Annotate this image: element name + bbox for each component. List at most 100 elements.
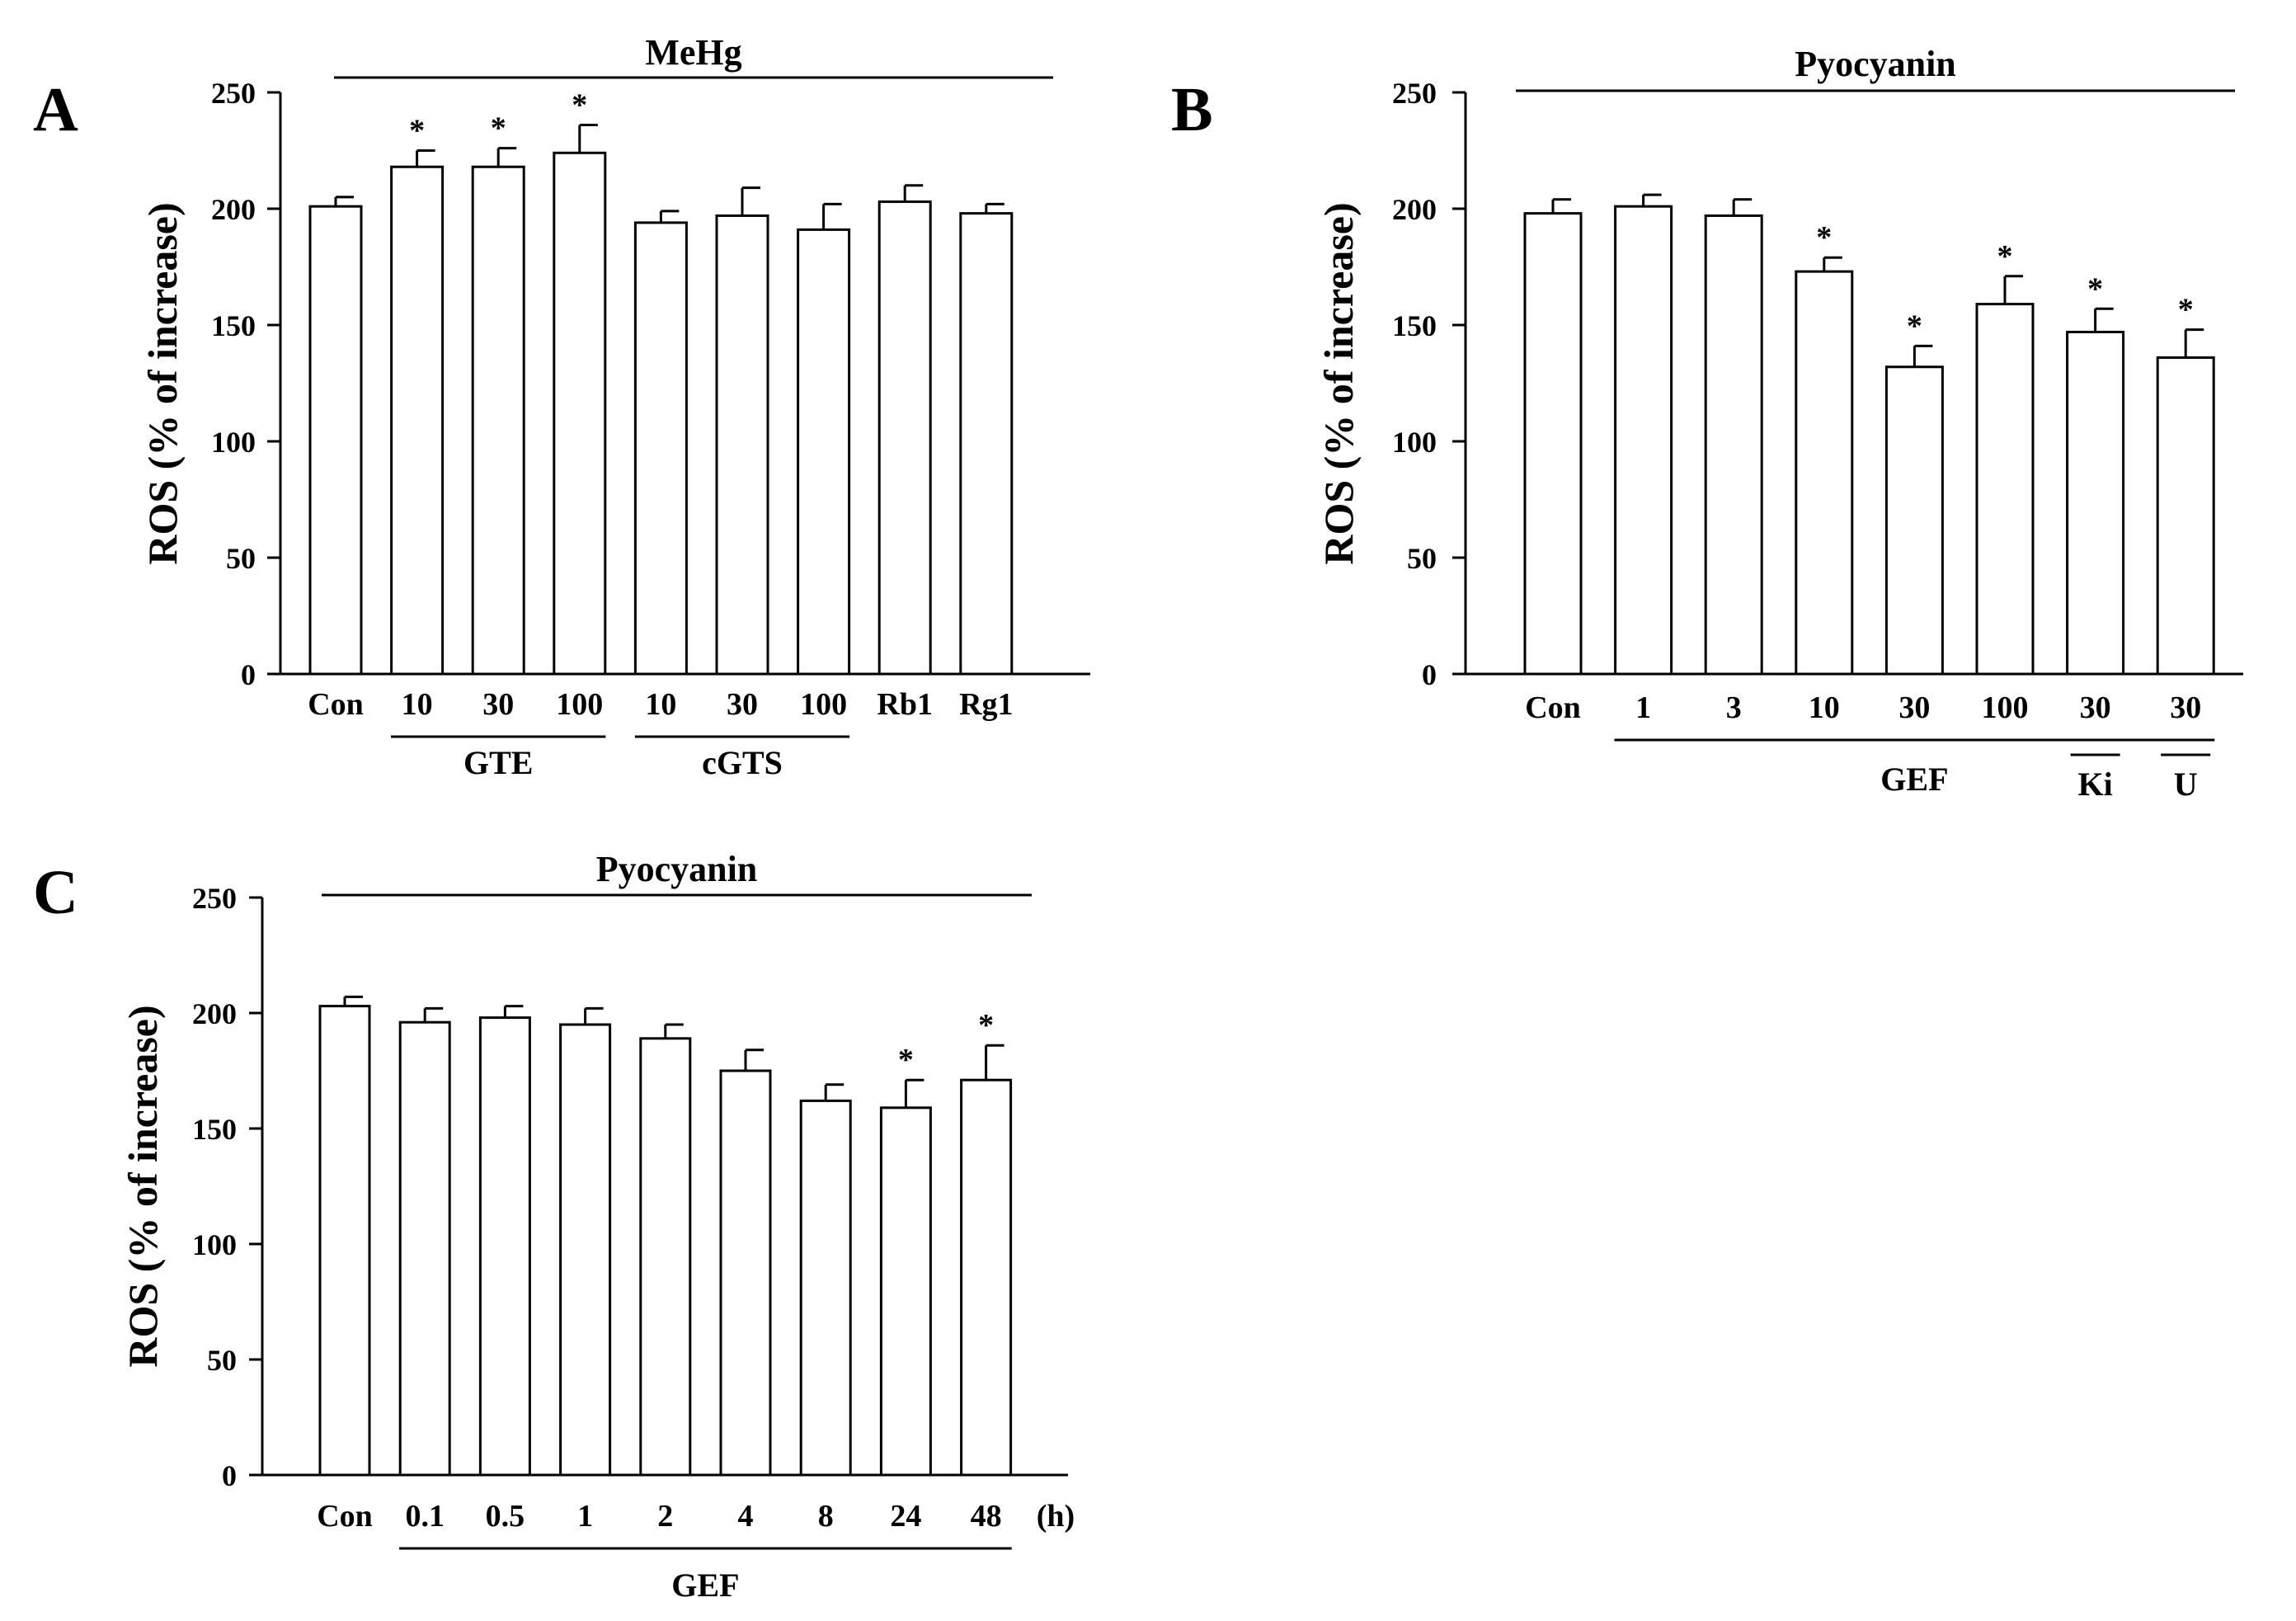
y-axis-label: ROS (% of increase) [120, 1005, 166, 1367]
y-tick-label: 250 [192, 882, 237, 915]
x-tick-label: 2 [657, 1499, 673, 1534]
x-tick-label: 30 [2080, 690, 2111, 725]
y-tick-label: 100 [211, 426, 256, 459]
x-tick-label: 48 [971, 1499, 1002, 1534]
x-tick-label: 24 [890, 1499, 921, 1534]
x-tick-label: 1 [1635, 690, 1651, 725]
y-tick-label: 50 [1407, 542, 1437, 575]
y-tick-label: 0 [1422, 658, 1437, 691]
bar [398, 1020, 451, 1477]
panel-letter-c: C [33, 858, 78, 927]
y-tick-label: 200 [1392, 193, 1437, 226]
chart-title: Pyocyanin [596, 849, 758, 889]
bar [877, 200, 932, 676]
y-tick-label: 50 [226, 542, 256, 575]
y-tick-label: 200 [211, 193, 256, 226]
group-label: GEF [1880, 761, 1948, 798]
significance-star: * [1997, 239, 2013, 274]
bar [1523, 212, 1583, 676]
significance-star: * [2087, 271, 2103, 306]
x-tick-label: 10 [402, 687, 433, 722]
bar [1614, 205, 1673, 676]
x-tick-label: Con [308, 687, 364, 722]
y-tick-label: 150 [211, 309, 256, 342]
y-tick-label: 200 [192, 997, 237, 1030]
chart-title: MeHg [645, 32, 741, 73]
bar [559, 1023, 612, 1477]
bar [318, 1005, 371, 1477]
x-tick-label: 8 [818, 1499, 834, 1534]
bar [797, 228, 851, 676]
bar [478, 1016, 531, 1477]
y-axis-label: ROS (% of increase) [139, 202, 186, 564]
subgroup-label: U [2174, 766, 2198, 803]
x-tick-label: Con [1525, 690, 1581, 725]
x-tick-label: 30 [2170, 690, 2201, 725]
x-tick-label: Rg1 [959, 687, 1013, 722]
y-tick-label: 150 [192, 1113, 237, 1146]
significance-star: * [978, 1008, 994, 1043]
significance-star: * [491, 111, 506, 146]
group-label: GTE [463, 744, 533, 781]
bar [715, 214, 769, 676]
bar [1975, 303, 2035, 676]
chart-panel-C: Pyocyanin 0 50 100 150 200 250 ROS (% of increa… [120, 849, 1075, 1604]
x-tick-label: 1 [577, 1499, 593, 1534]
bar [639, 1037, 692, 1477]
y-tick-label: 0 [241, 658, 256, 691]
x-tick-label: 10 [1809, 690, 1840, 725]
y-tick-label: 150 [1392, 309, 1437, 342]
y-tick-label: 0 [222, 1459, 237, 1492]
bar [1795, 270, 1854, 676]
chart-title: Pyocyanin [1795, 44, 1956, 84]
x-tick-label: 10 [645, 687, 676, 722]
panel-letter-a: A [33, 75, 78, 144]
bar [308, 205, 363, 676]
bar [553, 151, 607, 676]
significance-star: * [2178, 293, 2194, 327]
y-tick-label: 50 [207, 1344, 237, 1377]
bar [471, 165, 525, 676]
group-label: cGTS [702, 744, 783, 781]
bar [960, 1078, 1013, 1477]
x-tick-label: 100 [800, 687, 847, 722]
x-tick-label: 0.5 [486, 1499, 525, 1534]
bar [879, 1106, 932, 1477]
significance-star: * [898, 1043, 914, 1077]
y-tick-label: 250 [211, 77, 256, 110]
bar [799, 1099, 852, 1477]
y-tick-label: 100 [192, 1228, 237, 1261]
bar [2156, 356, 2215, 676]
significance-star: * [572, 87, 587, 122]
bar [719, 1069, 772, 1477]
bar [959, 212, 1014, 676]
x-tick-label: 30 [727, 687, 758, 722]
bar [633, 221, 688, 676]
y-tick-label: 250 [1392, 77, 1437, 110]
significance-star: * [1816, 220, 1832, 255]
y-axis-label: ROS (% of increase) [1315, 202, 1362, 564]
x-tick-label: Con [317, 1499, 373, 1534]
y-tick-label: 100 [1392, 426, 1437, 459]
significance-star: * [1907, 309, 1922, 343]
subgroup-label: Ki [2077, 766, 2112, 803]
x-tick-label: 30 [482, 687, 514, 722]
bar [1884, 365, 1944, 676]
x-tick-label: 30 [1898, 690, 1930, 725]
bar [390, 165, 445, 676]
x-tick-label: 3 [1726, 690, 1742, 725]
panel-letter-b: B [1171, 75, 1213, 144]
x-tick-label: 0.1 [405, 1499, 445, 1534]
x-tick-label: Rb1 [877, 687, 933, 722]
chart-panel-A: MeHg 0 50 100 150 200 250 ROS (% of increase) Co… [139, 32, 1090, 781]
bar [1704, 214, 1763, 676]
x-tick-label: 100 [1982, 690, 2029, 725]
group-label: GEF [671, 1567, 739, 1604]
x-unit-label: (h) [1037, 1499, 1075, 1534]
x-tick-label: 100 [556, 687, 603, 722]
x-tick-label: 4 [738, 1499, 754, 1534]
bar [2066, 330, 2125, 676]
chart-panel-B: Pyocyanin 0 50 100 150 200 250 ROS (% of increa… [1315, 44, 2243, 803]
